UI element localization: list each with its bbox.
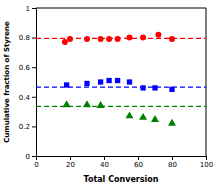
x-axis-tick-label: 80 <box>168 161 177 169</box>
point <box>139 113 147 120</box>
x-axis: 0 20 40 60 80 100 <box>34 156 213 169</box>
point-series <box>63 100 176 125</box>
point <box>155 32 161 38</box>
reference-line <box>36 106 206 107</box>
y-axis-tick: 0 <box>26 153 36 161</box>
x-axis-tick: 60 <box>134 156 143 169</box>
point-series <box>64 78 175 92</box>
point <box>152 85 157 90</box>
point <box>62 39 68 45</box>
y-axis-title: Cumulative fraction of Styrene <box>3 21 11 143</box>
y-axis-line <box>32 9 37 157</box>
y-axis-tick-mark <box>32 156 36 157</box>
chart-svg: 0 20 40 60 80 100 0 0.2 0.4 0.6 0.8 1 Total Conversi… <box>0 0 215 186</box>
point <box>106 78 111 83</box>
point <box>97 101 105 108</box>
x-axis-title: Total Conversion <box>84 175 159 184</box>
y-axis-tick: 0.2 <box>19 123 36 131</box>
point <box>84 81 89 86</box>
point-series <box>62 32 175 45</box>
y-axis-tick-label: 1 <box>26 5 30 13</box>
y-axis-tick: 0.6 <box>19 64 36 72</box>
x-axis-tick-mark <box>104 156 105 160</box>
point <box>168 119 176 126</box>
y-axis: 0 0.2 0.4 0.6 0.8 1 <box>19 5 37 161</box>
y-axis-tick: 0.4 <box>19 94 36 102</box>
x-axis-tick: 80 <box>168 156 177 169</box>
point <box>84 36 90 42</box>
x-axis-tick-label: 60 <box>134 161 143 169</box>
point <box>98 79 103 84</box>
y-axis-tick-mark <box>32 97 36 98</box>
point <box>64 82 69 87</box>
x-axis-line <box>37 157 207 161</box>
x-axis-tick-mark <box>138 156 139 160</box>
y-axis-tick-mark <box>32 126 36 127</box>
x-axis-tick: 100 <box>200 156 213 169</box>
y-axis-tick-mark <box>32 67 36 68</box>
x-axis-tick: 0 <box>34 156 38 169</box>
chart-container: 0 20 40 60 80 100 0 0.2 0.4 0.6 0.8 1 Total Conversi… <box>0 0 215 186</box>
x-axis-tick-label: 40 <box>100 161 109 169</box>
point <box>115 36 121 42</box>
x-axis-tick-mark <box>70 156 71 160</box>
y-axis-tick-label: 0.6 <box>19 64 31 72</box>
x-axis-tick-label: 0 <box>34 161 38 169</box>
point <box>140 35 146 41</box>
point <box>63 100 71 107</box>
point <box>140 85 145 90</box>
point <box>169 87 174 92</box>
point <box>127 35 133 41</box>
plot-frame <box>36 8 206 9</box>
x-axis-tick-label: 100 <box>200 161 213 169</box>
x-axis-tick-mark <box>172 156 173 160</box>
point <box>67 36 73 42</box>
point <box>83 100 91 107</box>
y-axis-tick-mark <box>32 8 36 9</box>
x-axis-tick-label: 20 <box>66 161 75 169</box>
plot-frame <box>206 8 207 156</box>
y-axis-tick-label: 0.4 <box>19 94 31 102</box>
y-axis-tick: 0.8 <box>19 34 36 42</box>
plot-area <box>36 32 206 126</box>
reference-line <box>36 87 206 88</box>
y-axis-tick: 1 <box>26 5 36 13</box>
point <box>125 111 133 118</box>
y-axis-tick-label: 0 <box>26 153 30 161</box>
point <box>115 78 120 83</box>
point <box>98 36 104 42</box>
y-axis-tick-label: 0.2 <box>19 123 30 131</box>
point <box>169 36 175 42</box>
y-axis-tick-mark <box>32 38 36 39</box>
reference-line <box>36 38 206 39</box>
point <box>106 36 112 42</box>
x-axis-tick-mark <box>206 156 207 160</box>
point <box>127 79 132 84</box>
point <box>151 115 159 122</box>
y-axis-tick-label: 0.8 <box>19 34 30 42</box>
x-axis-tick: 20 <box>66 156 75 169</box>
x-axis-tick: 40 <box>100 156 109 169</box>
